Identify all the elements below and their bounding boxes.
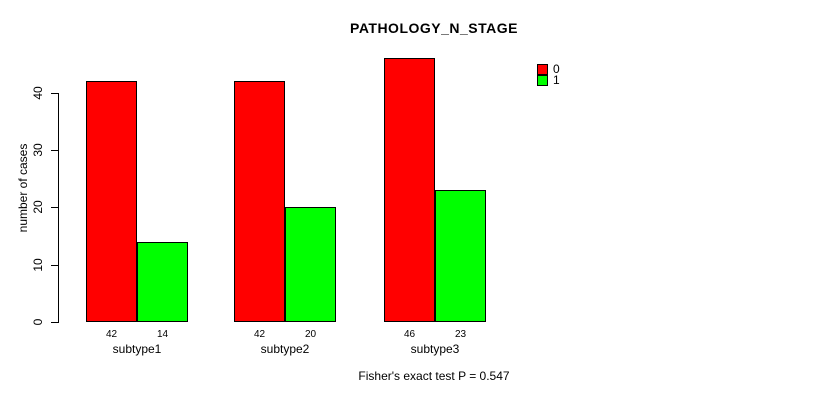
legend-label: 1 — [553, 73, 560, 87]
annotation-text: Fisher's exact test P = 0.547 — [358, 369, 510, 383]
bar-value-label: 14 — [156, 329, 169, 340]
y-axis-tick — [51, 265, 58, 266]
x-axis-tick-label-subtype1: subtype1 — [112, 342, 162, 356]
y-axis-line — [58, 93, 59, 323]
bar-value-label: 20 — [304, 329, 317, 340]
x-axis-tick-label-subtype2: subtype2 — [260, 342, 310, 356]
y-axis-tick — [51, 150, 58, 151]
y-axis-tick — [51, 93, 58, 94]
bar-value-label: 46 — [403, 329, 416, 340]
bar-value-label: 42 — [105, 329, 118, 340]
y-axis-label: number of cases — [16, 143, 30, 233]
y-axis-tick-label: 0 — [31, 318, 45, 326]
legend-label: 0 — [553, 62, 560, 76]
bar-subtype1-series-1 — [137, 242, 188, 322]
y-axis-tick-label: 20 — [31, 200, 45, 214]
bar-subtype2-series-1 — [285, 207, 336, 322]
y-axis-tick-label: 40 — [31, 86, 45, 100]
y-axis-tick — [51, 322, 58, 323]
bar-value-label: 42 — [253, 329, 266, 340]
legend-row: 0 — [537, 62, 560, 76]
bar-subtype3-series-0 — [384, 58, 435, 322]
legend-swatch-0 — [537, 64, 548, 75]
y-axis-tick-label: 10 — [31, 258, 45, 272]
legend-row: 1 — [537, 73, 560, 87]
bar-subtype3-series-1 — [435, 190, 486, 322]
y-axis-tick — [51, 207, 58, 208]
x-axis-tick-label-subtype3: subtype3 — [410, 342, 460, 356]
bar-subtype2-series-0 — [234, 81, 285, 322]
y-axis-tick-label: 30 — [31, 143, 45, 157]
bar-value-label: 23 — [454, 329, 467, 340]
bar-subtype1-series-0 — [86, 81, 137, 322]
legend-swatch-1 — [537, 75, 548, 86]
chart-title: PATHOLOGY_N_STAGE — [350, 20, 518, 36]
